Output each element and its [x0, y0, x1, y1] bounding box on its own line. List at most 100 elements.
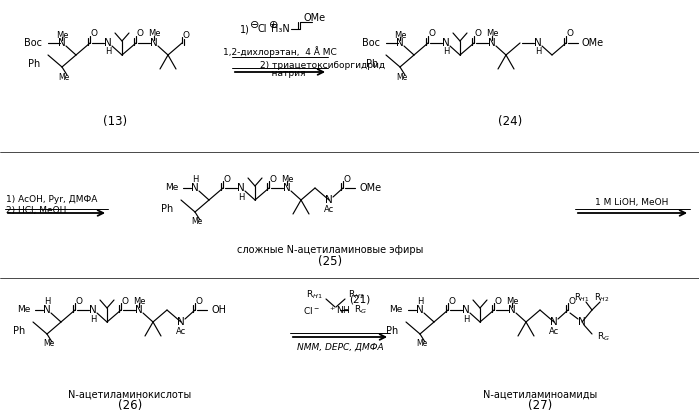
Text: 1,2-дихлорэтан,  4 Å MC: 1,2-дихлорэтан, 4 Å MC — [223, 46, 337, 57]
Text: (27): (27) — [528, 400, 552, 413]
Text: (26): (26) — [118, 400, 142, 413]
Text: N: N — [150, 38, 158, 48]
Text: O: O — [122, 296, 129, 306]
Text: Ph: Ph — [386, 326, 398, 336]
Text: ⊖: ⊖ — [250, 20, 260, 30]
Text: N: N — [442, 38, 450, 48]
Text: R$_G$: R$_G$ — [597, 331, 610, 343]
Text: O: O — [136, 30, 143, 38]
Text: O: O — [494, 296, 501, 306]
Text: N-ацетиламиноамиды: N-ацетиламиноамиды — [483, 390, 597, 400]
Text: Me: Me — [133, 296, 145, 306]
Text: 1 M LiOH, MeOH: 1 M LiOH, MeOH — [596, 197, 669, 206]
Text: натрия: натрия — [260, 69, 305, 77]
Text: H: H — [442, 48, 449, 56]
Text: Me: Me — [394, 31, 406, 39]
Text: ⊕: ⊕ — [269, 20, 279, 30]
Text: R$_{H2}$: R$_{H2}$ — [594, 292, 610, 304]
Text: 2) HCl, MeOH: 2) HCl, MeOH — [6, 206, 66, 214]
Text: H: H — [192, 176, 199, 184]
Text: Me: Me — [281, 174, 294, 184]
Text: Cl: Cl — [257, 24, 267, 34]
Text: Me: Me — [56, 31, 69, 39]
Text: (25): (25) — [318, 255, 342, 268]
Text: Me: Me — [396, 72, 408, 82]
Text: N: N — [396, 38, 404, 48]
Text: O: O — [75, 296, 82, 306]
Text: Me: Me — [389, 306, 403, 314]
Text: OMe: OMe — [304, 13, 326, 23]
Text: 2) триацетоксиборгидрид: 2) триацетоксиборгидрид — [260, 61, 385, 69]
Text: NMM, DEPC, ДМФА: NMM, DEPC, ДМФА — [296, 342, 383, 352]
Text: 1): 1) — [240, 25, 250, 35]
Text: N: N — [177, 317, 185, 327]
Text: OH: OH — [211, 305, 226, 315]
Text: Ac: Ac — [324, 204, 334, 214]
Text: R$_{H1}$: R$_{H1}$ — [575, 292, 590, 304]
Text: Me: Me — [43, 339, 55, 349]
Text: O: O — [566, 30, 573, 38]
Text: O: O — [196, 296, 203, 306]
Text: N: N — [462, 305, 470, 315]
Text: N-ацетиламинокислоты: N-ацетиламинокислоты — [69, 390, 192, 400]
Text: OMe: OMe — [359, 183, 381, 193]
Text: Ac: Ac — [549, 326, 559, 336]
Text: O: O — [568, 296, 575, 306]
Text: N: N — [283, 183, 291, 193]
Text: 1) AcOH, Pyr, ДМФА: 1) AcOH, Pyr, ДМФА — [6, 196, 97, 204]
Text: O: O — [90, 30, 97, 38]
Text: R$_{H2}$: R$_{H2}$ — [348, 289, 364, 301]
Text: O: O — [270, 174, 277, 184]
Text: H: H — [44, 298, 50, 306]
Text: Cl$^-$: Cl$^-$ — [303, 304, 320, 316]
Text: N: N — [550, 317, 558, 327]
Text: N: N — [58, 38, 66, 48]
Text: (21): (21) — [350, 295, 370, 305]
Text: Me: Me — [165, 184, 178, 193]
Text: O: O — [428, 30, 435, 38]
Text: N: N — [237, 183, 245, 193]
Text: N: N — [325, 195, 333, 205]
Text: H: H — [535, 48, 541, 56]
Text: N: N — [191, 183, 199, 193]
Text: Me: Me — [486, 30, 498, 38]
Text: R$_{H1}$: R$_{H1}$ — [306, 289, 323, 301]
Text: O: O — [182, 31, 189, 39]
Text: OMe: OMe — [582, 38, 604, 48]
Text: Me: Me — [17, 306, 30, 314]
Text: H: H — [89, 314, 96, 324]
Text: H: H — [238, 193, 244, 201]
Text: O: O — [343, 174, 350, 184]
Text: N: N — [43, 305, 51, 315]
Text: Boc: Boc — [362, 38, 380, 48]
Text: Me: Me — [506, 296, 518, 306]
Text: O: O — [224, 174, 231, 184]
Text: Me: Me — [417, 339, 428, 349]
Text: N: N — [488, 38, 496, 48]
Text: $^+$NH: $^+$NH — [328, 304, 350, 316]
Text: Me: Me — [59, 72, 70, 82]
Text: N: N — [104, 38, 112, 48]
Text: N: N — [416, 305, 424, 315]
Text: H: H — [463, 314, 469, 324]
Text: O: O — [449, 296, 456, 306]
Text: Boc: Boc — [24, 38, 42, 48]
Text: Ph: Ph — [366, 59, 378, 69]
Text: Ac: Ac — [176, 326, 186, 336]
Text: (24): (24) — [498, 115, 522, 128]
Text: сложные N-ацетиламиновые эфиры: сложные N-ацетиламиновые эфиры — [237, 245, 423, 255]
Text: Me: Me — [192, 217, 203, 227]
Text: (13): (13) — [103, 115, 127, 128]
Text: H: H — [105, 48, 111, 56]
Text: Me: Me — [147, 30, 160, 38]
Text: N: N — [578, 317, 586, 327]
Text: N: N — [135, 305, 143, 315]
Text: O: O — [475, 30, 482, 38]
Text: H₃N: H₃N — [271, 24, 289, 34]
Text: N: N — [89, 305, 97, 315]
Text: Ph: Ph — [28, 59, 40, 69]
Text: H: H — [417, 298, 423, 306]
Text: N: N — [534, 38, 542, 48]
Text: N: N — [508, 305, 516, 315]
Text: Ph: Ph — [13, 326, 25, 336]
